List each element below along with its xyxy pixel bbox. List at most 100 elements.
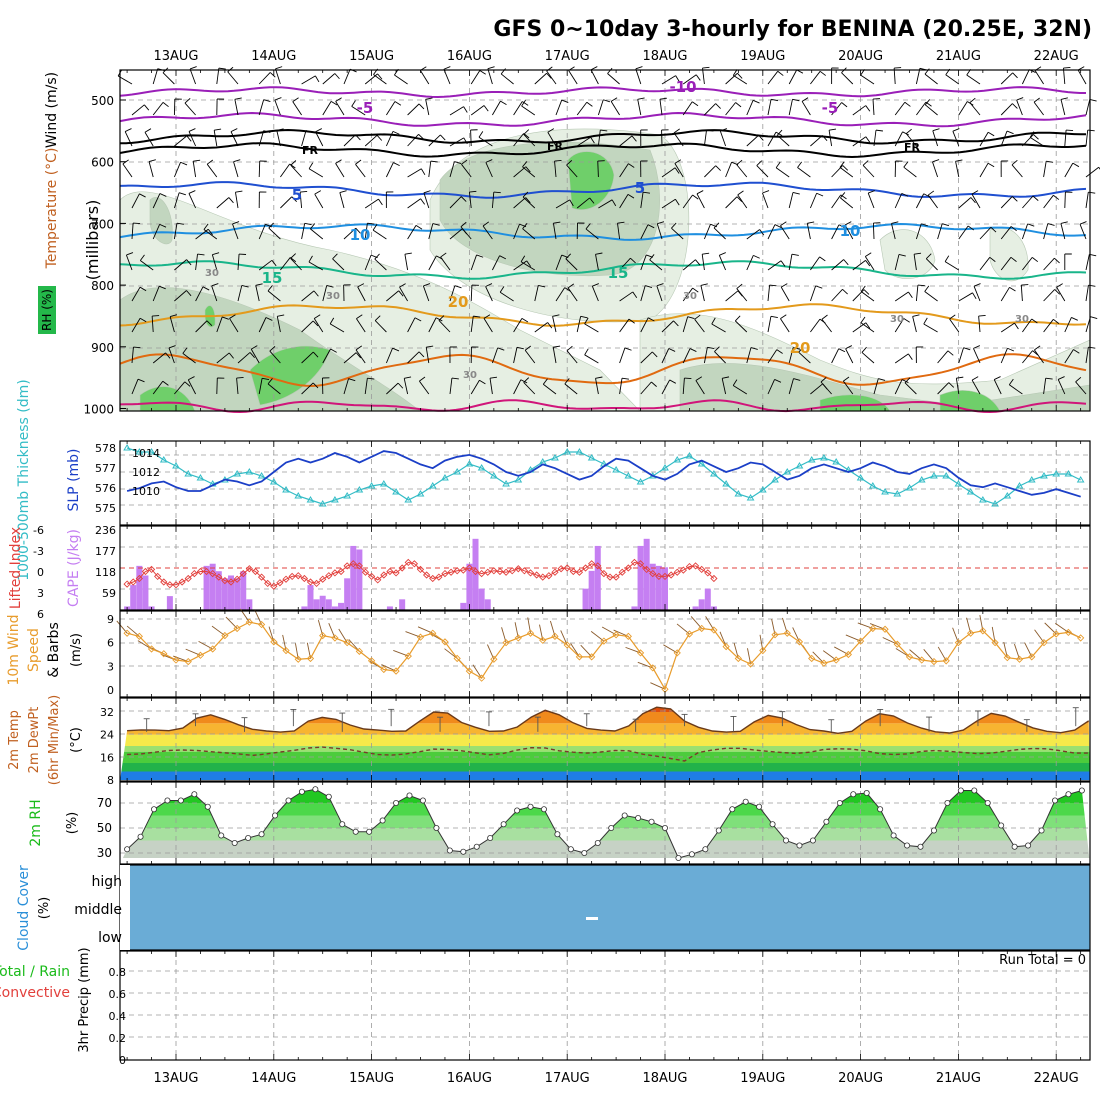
contour-label: -5	[357, 99, 374, 117]
wind-barb-flag	[589, 197, 595, 204]
wind-barb	[152, 102, 164, 116]
wind-barb-flag	[621, 377, 629, 380]
wind-barb	[237, 254, 240, 271]
wind-barb-flag	[500, 100, 507, 106]
date-label: 15AUG	[349, 49, 394, 64]
wind-barb	[711, 323, 726, 333]
wind-barb-flag	[624, 347, 632, 351]
wind-barb	[230, 131, 239, 147]
wind-barb	[229, 318, 239, 333]
wind-barb	[258, 259, 273, 271]
wind-barb-flag	[1031, 257, 1039, 263]
wind-barb-flag	[797, 161, 803, 168]
wind-barb	[1064, 349, 1074, 364]
rh-point	[1065, 791, 1072, 798]
cape-bar	[301, 606, 308, 610]
rh-point	[635, 815, 642, 822]
wind-barb-flag	[312, 351, 319, 358]
wind-barb-flag	[460, 221, 467, 228]
wind-barb	[513, 260, 527, 271]
rh-point	[594, 840, 601, 847]
wind-speed-point	[930, 657, 938, 666]
wind-barb-flag	[774, 379, 782, 383]
cape-bar	[649, 563, 656, 610]
wind-barb-flag	[963, 347, 971, 351]
wind-barb	[489, 378, 493, 395]
thickness-point	[587, 454, 596, 461]
wind-barb-flag	[339, 190, 347, 193]
wind-barb-flag	[418, 103, 425, 110]
lifted-index-point	[685, 562, 694, 571]
thickness-point	[172, 462, 180, 469]
wind-barb-flag	[687, 316, 695, 320]
wind-barb-flag	[399, 283, 406, 288]
wind-barb	[607, 73, 620, 85]
thickness-point	[722, 480, 731, 487]
wind-barb	[280, 163, 291, 178]
wind-barb-flag	[691, 101, 699, 107]
wind-barb-flag	[463, 106, 468, 113]
wind-barb-flag	[176, 222, 184, 225]
rh-tick: 50	[97, 821, 112, 835]
rh-point	[904, 842, 911, 849]
wind-barb	[301, 382, 314, 395]
rh-point	[621, 812, 628, 819]
wind-barb-flag	[300, 190, 308, 193]
wind-barb	[470, 316, 474, 333]
rh-point	[124, 846, 131, 853]
wind-barb-flag	[1087, 129, 1095, 132]
wind-barb	[932, 161, 939, 178]
wind-barb	[576, 316, 582, 333]
wind-barb	[1029, 136, 1044, 147]
wind-barb	[810, 383, 824, 395]
lifted-index-point	[575, 568, 584, 576]
wind-barb	[725, 290, 739, 302]
wind-barb	[945, 74, 960, 85]
cape-bar	[484, 599, 491, 610]
lifted-index-point	[698, 565, 706, 574]
wind-barb-10m	[211, 625, 226, 636]
wind-barb-flag	[1060, 221, 1068, 224]
wind-barb	[839, 167, 854, 178]
thickness-point	[893, 490, 902, 497]
wind-tick: 9	[107, 613, 114, 626]
lifted-index-point	[459, 566, 467, 574]
wind-barb	[280, 257, 291, 271]
wind-barb-10m	[676, 623, 690, 635]
wind-barb	[872, 99, 875, 116]
wind-barb-flag	[415, 225, 423, 230]
wind-barb	[206, 163, 218, 178]
wind-barb-flag	[987, 162, 995, 168]
wind-barb-flag	[228, 197, 234, 204]
wind-barb	[780, 318, 790, 333]
thickness-point	[184, 470, 193, 477]
cape-bar	[246, 599, 253, 610]
cape-tick: 236	[95, 524, 116, 537]
lifted-index-point	[581, 564, 590, 572]
wind-barb	[777, 134, 790, 147]
rh-point	[702, 846, 709, 853]
wind-barb	[184, 102, 196, 116]
cape-bar	[221, 578, 228, 610]
run-total-label: Run Total = 0	[999, 953, 1086, 968]
wind-barb	[552, 316, 557, 333]
wind-barb-flag	[770, 315, 778, 319]
rh-point	[1025, 842, 1032, 849]
wind-barb-flag	[1058, 376, 1065, 380]
lifted-index-point	[288, 572, 296, 581]
wind-barb-flag	[807, 221, 815, 224]
wind-barb	[682, 74, 697, 85]
wind-barb	[483, 318, 493, 333]
temp-tick: 8	[107, 774, 114, 787]
wind-barb	[1064, 317, 1072, 333]
wind-barb	[924, 104, 938, 116]
wind-barb-flag	[335, 97, 342, 102]
wind-barb-10m	[895, 648, 910, 658]
wind-barb-flag	[762, 190, 770, 194]
wind-barb	[703, 347, 708, 364]
wind-barb-flag	[973, 345, 981, 349]
wind-barb-flag	[1012, 103, 1018, 109]
wind-barb-flag	[397, 382, 404, 389]
wind-speed-point	[563, 641, 571, 649]
wind-barb-flag	[267, 378, 273, 385]
